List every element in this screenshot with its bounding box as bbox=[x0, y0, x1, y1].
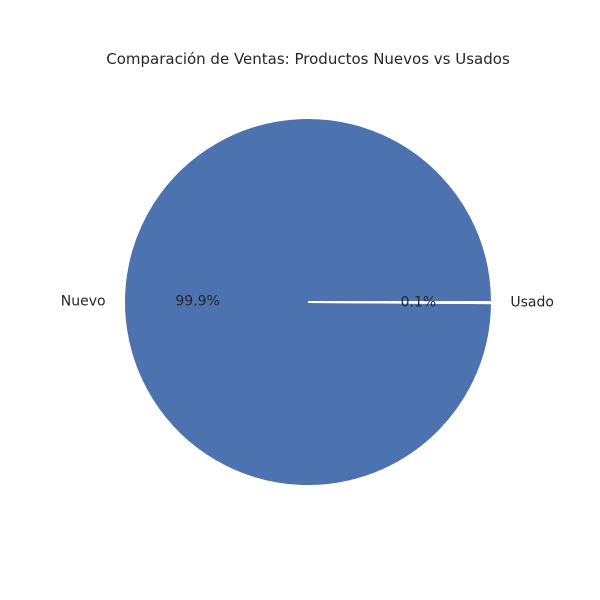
chart-title: Comparación de Ventas: Productos Nuevos … bbox=[106, 50, 510, 68]
percent-label-usado: 0.1% bbox=[401, 294, 437, 310]
pie-slice-usado bbox=[307, 301, 494, 305]
percent-label-nuevo: 99.9% bbox=[175, 294, 219, 310]
slice-label-nuevo: Nuevo bbox=[61, 293, 106, 309]
pie-labels: Nuevo 99.9% Usado 0.1% bbox=[61, 293, 554, 310]
pie-slices bbox=[123, 116, 494, 487]
slice-label-usado: Usado bbox=[510, 295, 554, 311]
